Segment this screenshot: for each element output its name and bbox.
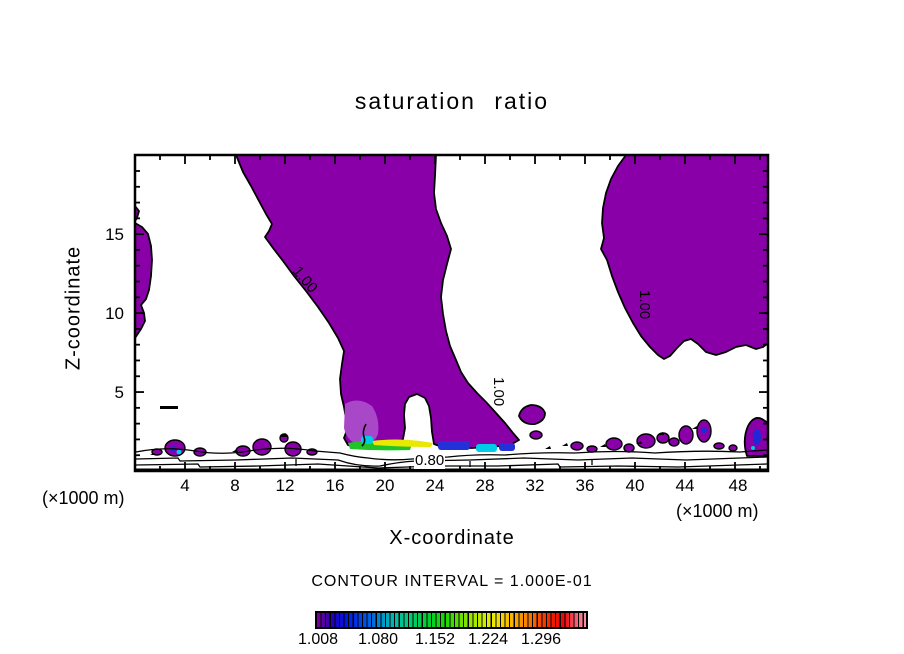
x-tick-label: 36 xyxy=(575,476,595,495)
cell-yellow xyxy=(372,439,433,447)
x-tick-label: 12 xyxy=(275,476,295,495)
colorbar xyxy=(315,611,588,629)
filled-regions xyxy=(134,154,769,457)
x-axis-unit-right: (×1000 m) xyxy=(676,501,759,521)
colorbar-tick-label: 1.008 xyxy=(297,631,339,648)
x-tick-label: 4 xyxy=(180,476,190,495)
x-tick-label: 44 xyxy=(675,476,695,495)
plot-frame xyxy=(133,153,770,473)
chart-title: saturation ratio xyxy=(354,88,550,114)
contour-interval-text: CONTOUR INTERVAL = 1.000E-01 xyxy=(311,573,593,590)
y-tick-label: 10 xyxy=(105,304,124,323)
y-tick-label: 15 xyxy=(105,225,124,244)
contour-squiggle xyxy=(361,423,367,447)
y-axis-label: Z-coordinate xyxy=(62,245,85,371)
contour-label-1.00-b: 1.00 xyxy=(490,377,507,407)
cell-cyan-dot2 xyxy=(751,446,755,450)
colorbar-tick-label: 1.296 xyxy=(520,631,562,648)
x-tick-label: 16 xyxy=(325,476,345,495)
cell-blue-right xyxy=(753,429,761,445)
x-tick-label: 48 xyxy=(728,476,748,495)
contour-label-0.80: 0.80 xyxy=(414,452,446,469)
x-axis-unit-left: (×1000 m) xyxy=(42,488,125,508)
region-left-edge-strip xyxy=(134,222,153,339)
x-tick-label: 20 xyxy=(375,476,395,495)
cell-blue2 xyxy=(499,443,515,451)
cell-blue xyxy=(438,441,470,450)
x-tick-label: 28 xyxy=(475,476,495,495)
cell-light-purple xyxy=(344,400,379,445)
colorbar-tick-label: 1.152 xyxy=(414,631,456,648)
contour-label-1.00-c: 1.00 xyxy=(636,290,653,320)
region-upper-right-blob xyxy=(600,154,769,360)
reference-dash xyxy=(160,406,178,409)
cell-blue-dot2 xyxy=(701,427,707,433)
colorbar-tick-label: 1.080 xyxy=(357,631,399,648)
tiny-contour-specks xyxy=(150,426,698,455)
x-tick-label: 32 xyxy=(525,476,545,495)
cell-cyan xyxy=(361,436,373,444)
x-axis-label: X-coordinate xyxy=(389,527,515,549)
surface-contour-lines xyxy=(135,447,768,469)
x-tick-label: 8 xyxy=(230,476,240,495)
region-central-plume xyxy=(235,154,520,450)
cell-cyan-dot xyxy=(176,449,182,455)
plume-base-cells xyxy=(170,400,761,455)
x-tick-label: 24 xyxy=(425,476,445,495)
cell-cyan2 xyxy=(476,444,497,452)
region-small-blob-right-of-plume xyxy=(518,404,546,425)
colorbar-tick-label: 1.224 xyxy=(467,631,509,648)
y-tick-label: 5 xyxy=(114,383,124,402)
x-tick-label: 40 xyxy=(625,476,645,495)
